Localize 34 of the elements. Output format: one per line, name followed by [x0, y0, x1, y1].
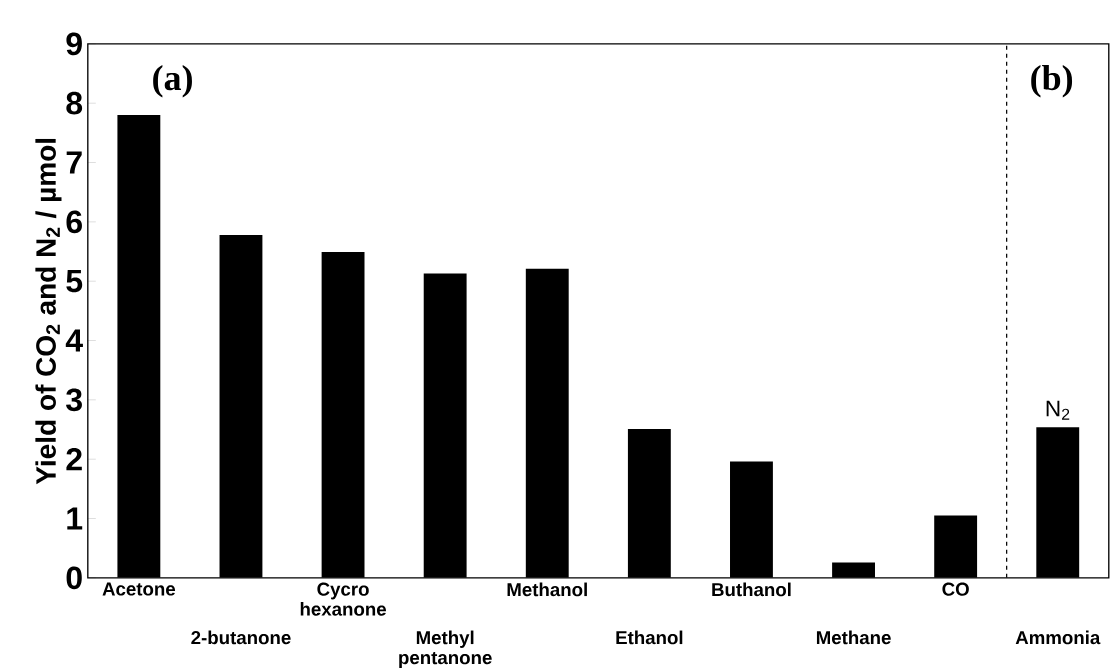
bar [423, 273, 467, 578]
x-tick-label: 2-butanone [191, 630, 291, 645]
bar [117, 115, 161, 578]
bar [1036, 427, 1080, 578]
x-tick-label: Methyl pentanone [399, 630, 492, 668]
x-tick-label: Ethanol [616, 630, 683, 645]
y-tick-label: 3 [66, 388, 82, 412]
bar [832, 562, 875, 578]
y-tick-label: 1 [67, 507, 83, 530]
y-tick-label: 2 [66, 448, 82, 471]
y-tick-label: 8 [66, 91, 83, 115]
x-tick-label: Methanol [507, 582, 587, 597]
y-tick-label: 4 [65, 329, 83, 352]
y-tick-label: 6 [66, 210, 82, 234]
y-axis-title: Yield of CO$_{2}$ and N$_{2}$ / µmol [35, 138, 62, 485]
bar [730, 461, 773, 578]
y-tick-label: 5 [66, 270, 83, 293]
y-tick-label: 0 [66, 566, 82, 590]
x-tick-label: Acetone [102, 582, 176, 596]
annotation: N$_{2}$ [1046, 400, 1070, 420]
x-tick-label: Ammonia [1015, 630, 1101, 645]
bar [934, 515, 978, 578]
bar [219, 234, 263, 578]
annotation: (a) [153, 64, 192, 98]
x-tick-label: Cycro hexanone [300, 582, 386, 616]
x-tick-label: CO [942, 582, 969, 596]
bar [321, 252, 365, 578]
x-tick-label: Buthanol [712, 582, 791, 597]
bar [627, 428, 671, 578]
bar [525, 268, 569, 578]
y-tick-label: 7 [66, 151, 82, 174]
annotation: (b) [1031, 64, 1073, 98]
y-tick-label: 9 [66, 32, 82, 56]
x-tick-label: Methane [816, 630, 891, 645]
